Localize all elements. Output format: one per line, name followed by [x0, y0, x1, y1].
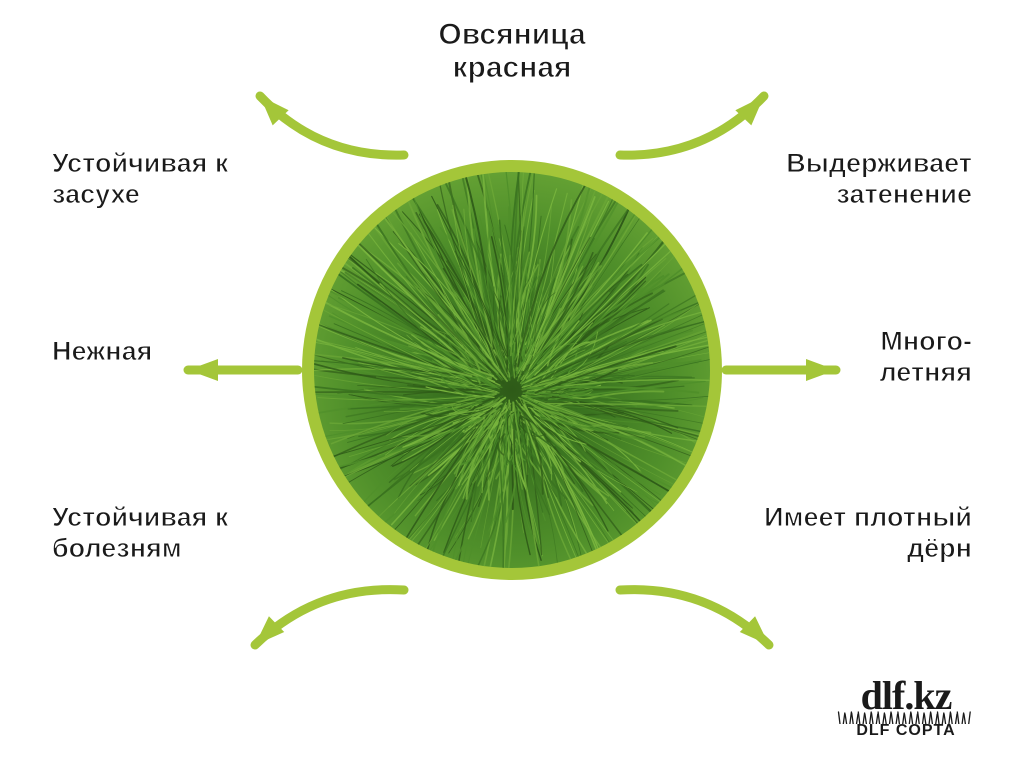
brand-secondary: DLF COPTA — [836, 722, 976, 740]
arrow-tender — [128, 310, 358, 430]
title-line2: красная — [452, 51, 571, 84]
feature-turf: Имеет плотныйдёрн — [712, 502, 972, 564]
feature-shade: Выдерживаетзатенение — [712, 148, 972, 210]
grass-underline-icon — [836, 710, 976, 720]
brand-primary: dlf.kz — [836, 678, 976, 714]
feature-drought: Устойчивая кзасухе — [52, 148, 312, 210]
grass-image — [314, 172, 710, 568]
feature-perennial: Много-летняя — [712, 326, 972, 388]
feature-tender: Нежная — [52, 336, 312, 367]
brand-logo: dlf.kz DLF COPTA — [836, 678, 976, 740]
feature-disease: Устойчивая кболезням — [52, 502, 312, 564]
